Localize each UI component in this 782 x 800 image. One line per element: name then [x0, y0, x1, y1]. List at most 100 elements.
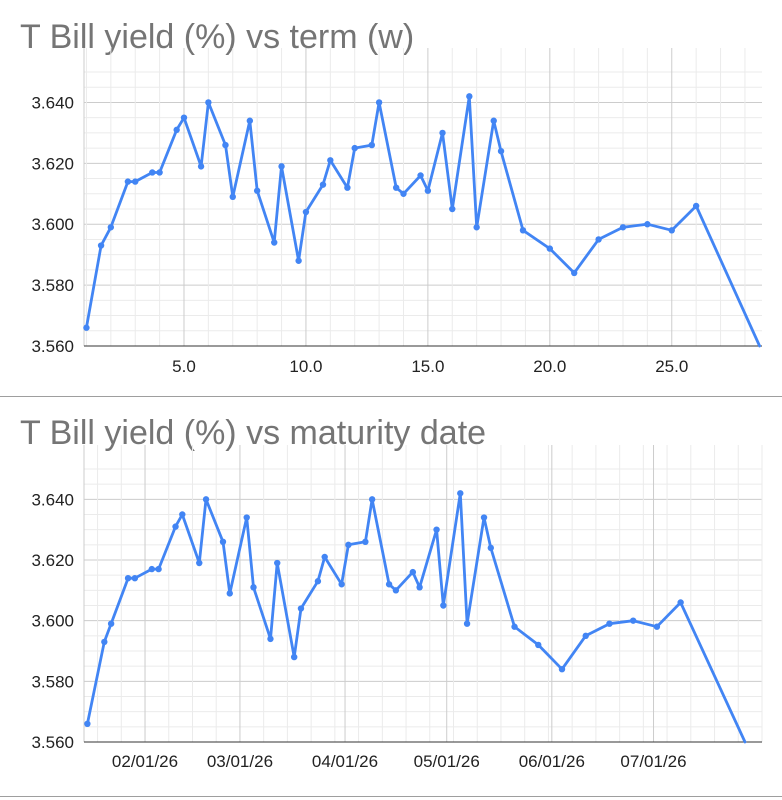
data-point [490, 117, 497, 124]
data-point [131, 575, 139, 582]
data-point [582, 632, 589, 640]
data-point [473, 224, 480, 231]
data-point [606, 620, 613, 627]
data-point [172, 523, 179, 530]
data-point [668, 227, 675, 234]
data-point [392, 587, 400, 594]
data-point [644, 221, 651, 228]
data-point [546, 245, 554, 252]
data-point [440, 602, 447, 609]
series-line [85, 95, 761, 348]
data-point [229, 193, 236, 201]
y-tick-label: 3.600 [31, 612, 74, 631]
data-point [107, 620, 115, 627]
data-point [439, 129, 446, 137]
y-tick-label: 3.560 [31, 733, 74, 752]
data-point [250, 584, 257, 591]
data-point [535, 641, 542, 649]
data-point [155, 565, 162, 573]
y-tick-label: 3.580 [31, 672, 74, 691]
data-point [297, 605, 305, 612]
data-point [433, 526, 440, 533]
data-point [463, 620, 471, 627]
chart-divider [0, 396, 782, 397]
x-tick-label: 5.0 [172, 357, 196, 376]
data-point [345, 541, 352, 549]
data-point [219, 538, 227, 545]
x-tick-label: 15.0 [411, 357, 444, 376]
data-point [173, 126, 180, 134]
data-point [101, 638, 108, 646]
data-point [424, 187, 432, 194]
data-point [319, 181, 327, 188]
y-tick-label: 3.620 [31, 551, 74, 570]
data-point [132, 178, 139, 185]
data-point [385, 581, 393, 588]
y-tick-label: 3.600 [31, 215, 74, 234]
data-point [375, 99, 383, 106]
line-chart-term: 3.560 3.580 3.600 3.620 3.640 5.0 10.0 15.0 20.0… [31, 48, 762, 376]
data-point [107, 224, 115, 231]
data-point [519, 227, 527, 234]
chart-panel-date: T Bill yield (%) vs maturity date 3.560 3… [0, 397, 782, 800]
data-point [368, 496, 376, 503]
gridlines [83, 445, 763, 743]
data-point [457, 490, 464, 497]
data-point [205, 99, 212, 106]
data-point [487, 544, 494, 552]
data-point [197, 163, 205, 170]
x-tick-label: 10.0 [289, 357, 322, 376]
data-point [338, 581, 345, 588]
x-tick-label: 03/01/26 [207, 752, 273, 771]
data-point [180, 114, 188, 121]
data-point [243, 514, 250, 521]
data-point [179, 511, 186, 518]
data-point [149, 169, 156, 176]
y-tick-label: 3.640 [31, 93, 74, 112]
data-point [449, 205, 456, 213]
data-point [416, 584, 423, 591]
data-point [344, 184, 351, 191]
data-point [302, 208, 310, 216]
data-point [253, 187, 261, 194]
data-point [619, 224, 627, 231]
data-point [156, 169, 163, 176]
data-point [222, 141, 229, 149]
data-point [321, 553, 328, 561]
data-point [124, 178, 132, 185]
y-tick-label: 3.580 [31, 276, 74, 295]
series-line [86, 491, 747, 744]
data-point [267, 635, 274, 643]
gridlines [83, 48, 762, 347]
data-point [653, 623, 661, 630]
x-tick-label: 02/01/26 [112, 752, 178, 771]
x-tick-label: 07/01/26 [620, 752, 686, 771]
data-point [271, 239, 278, 246]
data-point [480, 514, 488, 521]
chart-panel-term: T Bill yield (%) vs term (w) 3.560 3.580 3… [0, 0, 782, 396]
data-point [571, 269, 578, 277]
x-tick-label: 06/01/26 [519, 752, 585, 771]
data-point [148, 565, 155, 573]
data-point [314, 578, 322, 585]
data-point [97, 242, 105, 249]
data-point [511, 623, 518, 630]
data-point [362, 538, 369, 545]
y-tick-label: 3.620 [31, 154, 74, 173]
data-point [692, 202, 700, 210]
x-tick-label: 04/01/26 [312, 752, 378, 771]
y-tick-label: 3.640 [31, 490, 74, 509]
data-point [295, 257, 302, 264]
data-point [290, 653, 298, 661]
chart-title-term: T Bill yield (%) vs term (w) [20, 18, 415, 56]
data-point [327, 157, 334, 164]
x-tick-label: 05/01/26 [414, 752, 480, 771]
data-point [595, 236, 602, 243]
bottom-divider [0, 796, 782, 797]
data-point [124, 575, 132, 582]
data-point [392, 184, 400, 191]
data-point [558, 666, 566, 673]
data-point [278, 163, 285, 170]
data-point [368, 141, 375, 149]
data-point [246, 117, 254, 124]
